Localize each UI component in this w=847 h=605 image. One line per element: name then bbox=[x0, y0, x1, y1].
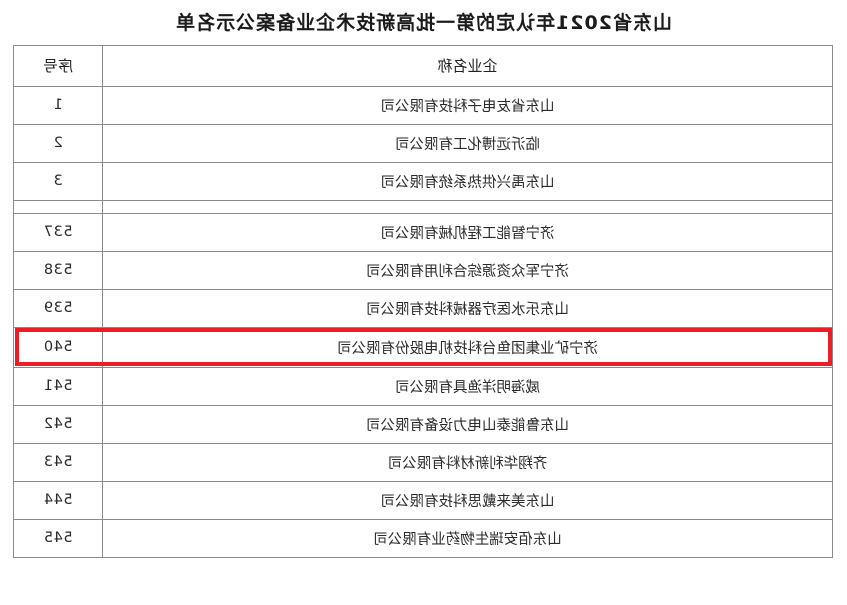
cell-enterprise-name: 济宁智能工程机械有限公司 bbox=[102, 213, 833, 252]
table-row[interactable]: 山东美来戴思科技有限公司 544 bbox=[13, 481, 833, 520]
table-row[interactable]: 威海明洋渔具有限公司 541 bbox=[13, 367, 833, 406]
cell-enterprise-name: 临沂远博化工有限公司 bbox=[102, 124, 833, 163]
table-row[interactable]: 齐翔华利新材料有限公司 543 bbox=[13, 443, 833, 482]
cell-enterprise-name: 齐翔华利新材料有限公司 bbox=[102, 443, 833, 482]
table-area: 企业名称 序号 山东省友电子科技有限公司 1 临沂远博化工有限公司 2 山东禹兴供热系统… bbox=[13, 45, 833, 558]
table-body: 山东省友电子科技有限公司 1 临沂远博化工有限公司 2 山东禹兴供热系统有限公司 3 济宁智… bbox=[13, 86, 833, 558]
cell-index: 541 bbox=[13, 367, 103, 406]
table-row-highlighted[interactable]: 济宁矿业集团鱼台科技机电股份有限公司 540 bbox=[13, 327, 833, 368]
cell-index: 537 bbox=[13, 213, 103, 252]
cell-enterprise-name: 山东佰安瑞生物药业有限公司 bbox=[102, 519, 833, 558]
table-header-row: 企业名称 序号 bbox=[13, 45, 833, 87]
table-row[interactable]: 山东乐水医疗器械科技有限公司 539 bbox=[13, 289, 833, 328]
cell-index: 538 bbox=[13, 251, 103, 290]
cell-enterprise-name: 山东美来戴思科技有限公司 bbox=[102, 481, 833, 520]
cell-index: 1 bbox=[13, 86, 103, 125]
cell-index: 540 bbox=[13, 327, 103, 368]
gap-cell bbox=[102, 200, 833, 214]
table-row[interactable]: 山东佰安瑞生物药业有限公司 545 bbox=[13, 519, 833, 558]
cell-enterprise-name: 威海明洋渔具有限公司 bbox=[102, 367, 833, 406]
column-header-index: 序号 bbox=[13, 45, 103, 87]
cell-enterprise-name: 济宁军众资源综合利用有限公司 bbox=[102, 251, 833, 290]
table-row[interactable]: 济宁智能工程机械有限公司 537 bbox=[13, 213, 833, 252]
cell-index: 2 bbox=[13, 124, 103, 163]
cell-index: 3 bbox=[13, 162, 103, 201]
table-row[interactable]: 山东禹兴供热系统有限公司 3 bbox=[13, 162, 833, 201]
page-title: 山东省2021年认定的第一批高新技术企业备案公示名单 bbox=[175, 12, 672, 34]
enterprise-listing-table: 企业名称 序号 山东省友电子科技有限公司 1 临沂远博化工有限公司 2 山东禹兴供热系统… bbox=[13, 45, 833, 558]
table-row[interactable]: 临沂远博化工有限公司 2 bbox=[13, 124, 833, 163]
column-header-name: 企业名称 bbox=[102, 45, 833, 87]
cell-index: 539 bbox=[13, 289, 103, 328]
table-row[interactable]: 山东省友电子科技有限公司 1 bbox=[13, 86, 833, 125]
table-row[interactable]: 济宁军众资源综合利用有限公司 538 bbox=[13, 251, 833, 290]
table-row-gap bbox=[13, 200, 833, 214]
cell-index: 545 bbox=[13, 519, 103, 558]
cell-enterprise-name: 济宁矿业集团鱼台科技机电股份有限公司 bbox=[102, 327, 833, 368]
cell-enterprise-name: 山东乐水医疗器械科技有限公司 bbox=[102, 289, 833, 328]
cell-enterprise-name: 山东省友电子科技有限公司 bbox=[102, 86, 833, 125]
table-row[interactable]: 山东鲁能泰山电力设备有限公司 542 bbox=[13, 405, 833, 444]
cell-index: 543 bbox=[13, 443, 103, 482]
table-header: 企业名称 序号 bbox=[13, 45, 833, 87]
cell-enterprise-name: 山东鲁能泰山电力设备有限公司 bbox=[102, 405, 833, 444]
cell-enterprise-name: 山东禹兴供热系统有限公司 bbox=[102, 162, 833, 201]
cell-index: 544 bbox=[13, 481, 103, 520]
cell-index: 542 bbox=[13, 405, 103, 444]
gap-cell bbox=[13, 200, 103, 214]
